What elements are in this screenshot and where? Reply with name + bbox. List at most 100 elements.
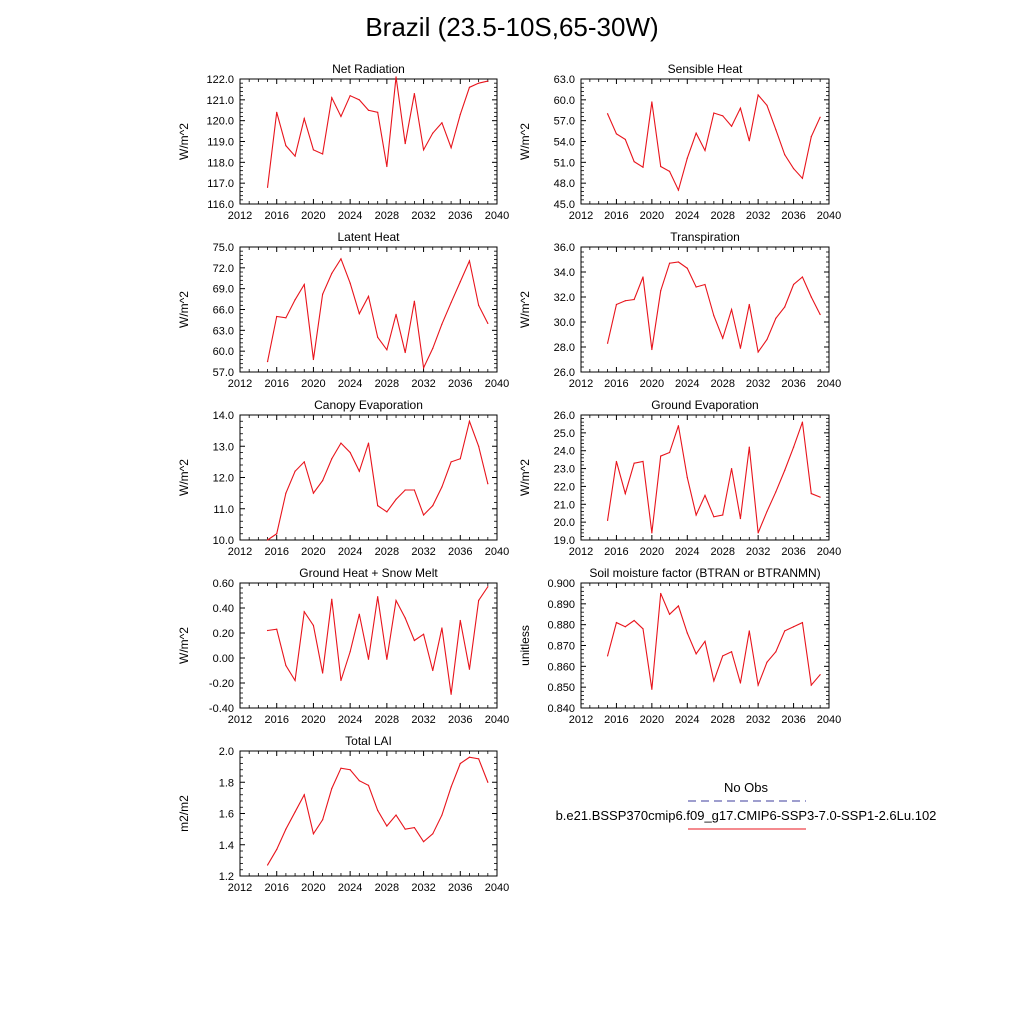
series-line (266, 76, 488, 188)
x-tick-label: 2024 (338, 210, 362, 222)
data-point (606, 113, 609, 115)
y-tick-label: 0.900 (547, 578, 575, 590)
data-point (606, 655, 609, 657)
x-tick-label: 2032 (746, 210, 770, 222)
data-point (633, 161, 635, 163)
y-tick-label: 45.0 (554, 199, 575, 211)
legend-label-no-obs: No Obs (724, 780, 769, 795)
data-point (450, 301, 452, 304)
data-point (331, 458, 333, 460)
data-point (810, 296, 812, 298)
y-tick-label: 2.0 (219, 746, 234, 758)
panel-soil-moisture-factor-btran-or-btranmn: 2012 2016 2020 2024 2028 2032 2036 2040 0.840 0.8… (518, 566, 841, 726)
x-tick-label: 2020 (640, 378, 664, 390)
data-point (615, 460, 618, 463)
x-tick-label: 2020 (301, 714, 325, 726)
data-point (459, 458, 461, 460)
data-point (432, 833, 434, 835)
panel-net-radiation: 2012 2016 2020 2024 2028 2032 2036 2040 116.0 117… (177, 62, 509, 222)
legend-label-case: b.e21.BSSP370cmip6.f09_g17.CMIP6-SSP3-7.… (556, 808, 937, 823)
data-point (450, 693, 452, 695)
data-point (441, 323, 443, 325)
data-point (349, 282, 351, 284)
series-line (607, 261, 821, 354)
data-point (276, 533, 278, 535)
data-point (810, 492, 812, 495)
x-tick-label: 2036 (781, 546, 805, 558)
y-tick-label: 32.0 (554, 292, 575, 304)
data-point (294, 811, 296, 813)
x-tick-label: 2036 (448, 882, 472, 894)
x-tick-label: 2012 (569, 546, 593, 558)
data-point (775, 491, 777, 493)
panel-sensible-heat: 2012 2016 2020 2024 2028 2032 2036 2040 45.0 48.0… (518, 62, 841, 222)
x-tick-label: 2024 (338, 546, 362, 558)
x-tick-label: 2012 (228, 714, 252, 726)
data-point (441, 814, 443, 816)
data-point (386, 511, 388, 513)
data-point (358, 780, 360, 782)
data-point (775, 651, 777, 653)
x-tick-label: 2012 (228, 546, 252, 558)
x-tick-label: 2040 (485, 714, 509, 726)
x-tick-label: 2012 (228, 210, 252, 222)
data-point (468, 86, 471, 88)
y-tick-label: 11.0 (213, 504, 234, 516)
x-tick-label: 2024 (338, 882, 362, 894)
plot-frame (239, 582, 498, 709)
data-point (695, 286, 697, 288)
series-line (267, 257, 489, 370)
y-tick-label: 0.860 (547, 661, 575, 673)
data-point (704, 640, 706, 642)
x-tick-label: 2040 (485, 546, 509, 558)
data-point (487, 483, 489, 485)
y-tick-label: 60.0 (213, 346, 234, 358)
panel-title: Total LAI (345, 734, 392, 748)
data-point (478, 445, 480, 447)
y-tick-label: -0.20 (209, 678, 234, 690)
x-tick-label: 2016 (264, 882, 288, 894)
data-point (422, 633, 425, 635)
y-tick-label: 10.0 (213, 535, 234, 547)
data-point (312, 833, 315, 835)
data-point (367, 109, 370, 111)
series-line (267, 756, 489, 866)
plot-frame (239, 78, 498, 205)
panel-ground-heat-snow-melt: 2012 2016 2020 2024 2028 2032 2036 2040 -0.40 -0.… (177, 566, 509, 726)
x-tick-label: 2016 (264, 378, 288, 390)
data-point (432, 505, 434, 507)
data-point (677, 605, 680, 607)
data-point (739, 107, 742, 109)
data-point (615, 303, 618, 306)
data-point (395, 814, 397, 816)
data-point (367, 295, 370, 297)
data-point (294, 470, 296, 472)
x-tick-label: 2040 (817, 378, 841, 390)
y-tick-label: 60.0 (554, 95, 575, 107)
plot-frame (580, 414, 830, 541)
x-tick-label: 2020 (640, 546, 664, 558)
data-point (358, 470, 360, 472)
x-tick-label: 2024 (675, 546, 699, 558)
x-tick-label: 2020 (640, 714, 664, 726)
x-tick-label: 2020 (301, 882, 325, 894)
data-point (660, 290, 662, 292)
data-point (748, 630, 750, 632)
data-point (784, 306, 786, 308)
y-tick-label: 75.0 (213, 242, 234, 254)
series-line (607, 93, 821, 192)
x-tick-label: 2040 (817, 546, 841, 558)
y-tick-label: 63.0 (213, 325, 234, 337)
y-tick-label: 122.0 (206, 74, 234, 86)
panel-title: Net Radiation (332, 62, 405, 76)
panel-title: Ground Heat + Snow Melt (299, 566, 438, 580)
data-point (358, 99, 360, 101)
y-axis-label: unitless (518, 625, 532, 666)
x-tick-label: 2028 (375, 546, 399, 558)
data-point (642, 460, 644, 463)
data-point (340, 442, 342, 444)
data-point (704, 149, 706, 152)
data-point (349, 651, 351, 653)
data-point (642, 166, 644, 168)
data-point (730, 467, 733, 470)
